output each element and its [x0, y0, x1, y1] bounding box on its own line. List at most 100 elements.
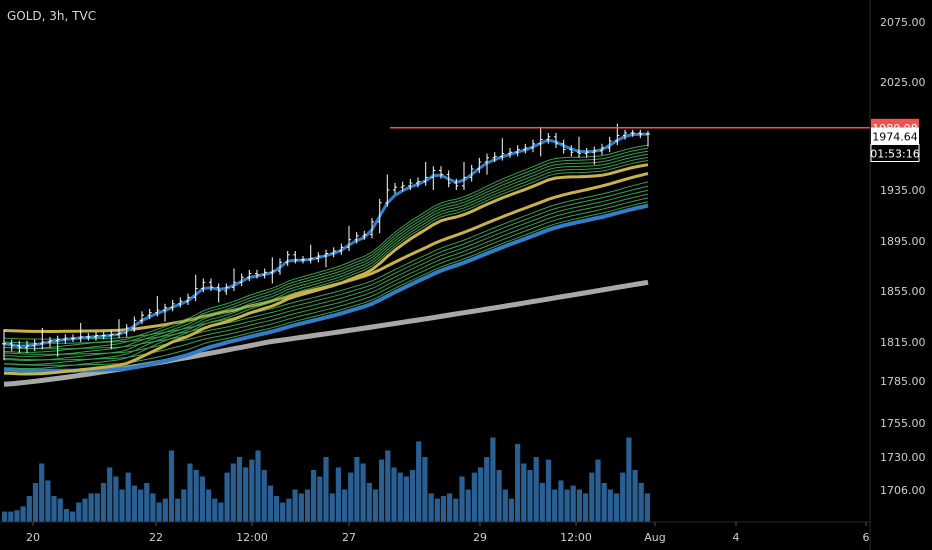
ribbon-fast-green-line	[3, 153, 649, 361]
volume-bar	[57, 498, 63, 522]
last-price-tag-box	[871, 127, 919, 145]
volume-bar	[206, 489, 212, 522]
volume-bar	[440, 496, 446, 522]
volume-bar	[533, 457, 539, 522]
volume-bar	[607, 489, 613, 522]
volume-bar	[626, 437, 632, 522]
volume-bar	[292, 489, 298, 522]
volume-bar	[447, 493, 453, 522]
volume-bar	[26, 496, 32, 522]
volume-bar	[45, 480, 51, 522]
volume-bar	[88, 493, 94, 522]
volume-bar	[385, 450, 391, 522]
volume-bar	[416, 441, 422, 522]
volume-bar	[539, 483, 545, 522]
volume-bar	[570, 485, 576, 522]
volume-bar	[150, 493, 156, 522]
volume-bar	[508, 498, 514, 522]
volume-bar	[144, 483, 150, 522]
price-axis-label: 2075.00	[880, 16, 926, 29]
bar-countdown-tag: 01:53:16	[870, 148, 919, 161]
volume-bar	[280, 502, 286, 522]
volume-bar	[422, 457, 428, 522]
volume-bar	[613, 493, 620, 522]
volume-bar	[434, 498, 440, 522]
volume-bar	[465, 489, 471, 522]
last-price-tag: 1974.64	[872, 131, 918, 144]
volume-bar	[100, 483, 107, 522]
volume-bar	[484, 457, 490, 522]
price-axis-label: 1935.00	[880, 184, 926, 197]
price-axis-label: 1895.00	[880, 235, 926, 248]
price-axis[interactable]: 2075.00 2025.00 1935.00 1895.00 1855.00 1815.…	[880, 16, 926, 497]
ribbon-slow-green-line	[3, 197, 649, 361]
price-axis-label: 1755.00	[880, 417, 926, 430]
volume-bar	[471, 472, 477, 522]
volume-bar	[409, 470, 416, 522]
volume-bar	[230, 463, 236, 522]
volume-bar	[199, 476, 205, 522]
volume-bar	[366, 483, 372, 522]
volume-bar	[496, 470, 502, 522]
time-axis[interactable]: 20 22 12:00 27 29 12:00 Aug 4 6	[26, 522, 870, 544]
volume-bar	[76, 502, 82, 522]
time-axis-label: 22	[149, 531, 163, 544]
volume-bar	[168, 450, 175, 522]
volume-bar	[51, 496, 57, 522]
volume-bar	[175, 498, 181, 522]
volume-bar	[576, 489, 582, 522]
volume-bar	[477, 467, 484, 522]
volume-bar	[391, 467, 397, 522]
volume-bar	[82, 498, 88, 522]
volume-bar	[564, 489, 570, 522]
price-axis-label: 1855.00	[880, 285, 926, 298]
volume-bar	[20, 506, 26, 522]
volume-bar	[14, 510, 20, 522]
volume-bar	[558, 480, 564, 522]
ribbon-fast-gold-line	[3, 163, 649, 376]
volume-bar	[261, 470, 267, 522]
volume-bar	[187, 463, 193, 522]
volume-bar	[372, 489, 379, 522]
volume-bar	[360, 463, 366, 522]
volume-bar	[119, 489, 125, 522]
volume-bar	[156, 502, 162, 522]
ribbon-fast-green-line	[3, 156, 649, 365]
volume-bar	[329, 493, 335, 522]
volume-bars	[2, 437, 650, 522]
ribbon-slow-green-line	[3, 189, 649, 350]
volume-bar	[348, 472, 354, 522]
volume-bar	[632, 470, 638, 522]
price-axis-label: 1706.00	[880, 484, 926, 497]
price-bars	[2, 123, 650, 361]
volume-bar	[70, 511, 76, 522]
volume-bar	[286, 498, 292, 522]
volume-bar	[595, 459, 601, 522]
volume-bar	[459, 476, 465, 522]
volume-bar	[342, 489, 348, 522]
time-axis-label: 6	[863, 531, 870, 544]
price-axis-label: 2025.00	[880, 76, 926, 89]
time-axis-label: 12:00	[560, 531, 592, 544]
volume-bar	[224, 472, 230, 522]
time-axis-label: 29	[473, 531, 487, 544]
volume-bar	[521, 463, 527, 522]
volume-bar	[94, 493, 100, 522]
price-axis-label: 1815.00	[880, 336, 926, 349]
volume-bar	[298, 493, 304, 522]
volume-bar	[249, 459, 255, 522]
volume-bar	[218, 502, 224, 522]
volume-bar	[490, 437, 496, 522]
volume-bar	[2, 511, 8, 522]
volume-bar	[113, 476, 119, 522]
volume-bar	[267, 485, 273, 522]
volume-bar	[583, 493, 589, 522]
volume-bar	[39, 463, 45, 522]
volume-bar	[255, 450, 261, 522]
volume-bar	[131, 485, 137, 522]
volume-bar	[589, 472, 595, 522]
volume-bar	[125, 472, 131, 522]
time-axis-label: 20	[26, 531, 40, 544]
volume-bar	[545, 459, 552, 522]
